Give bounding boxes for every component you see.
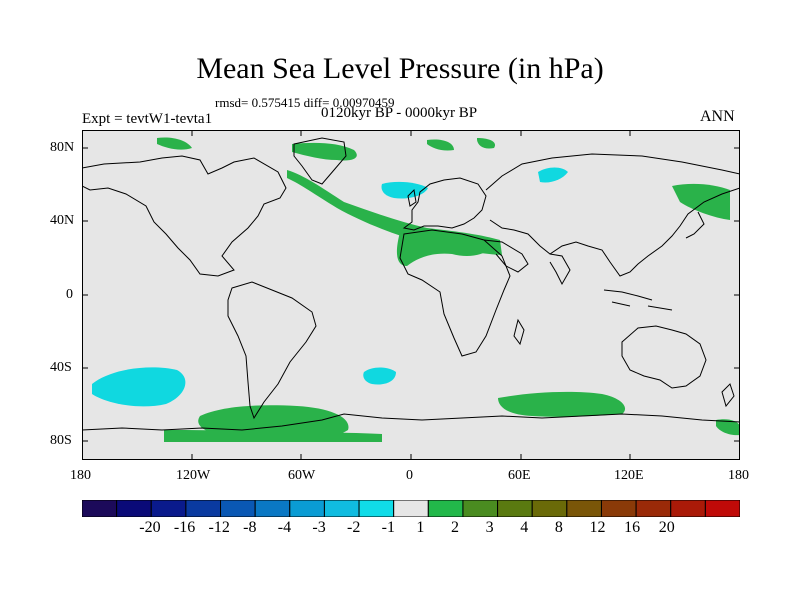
colorbar-swatch: [393, 500, 429, 517]
colorbar-swatch: [150, 500, 187, 517]
colorbar-label: -2: [347, 519, 361, 536]
colorbar-swatch: [254, 500, 291, 517]
colorbar: [82, 500, 740, 517]
colorbar-swatch: [82, 500, 118, 517]
scandinavia-low: [381, 181, 428, 199]
colorbar-swatch: [323, 500, 360, 517]
negative-anomaly-layer: [92, 167, 568, 407]
colorbar-label: -4: [277, 519, 292, 536]
stats-text: rmsd= 0.575415 diff= 0.00970459: [215, 95, 395, 110]
new-zealand-coast: [721, 383, 735, 408]
colorbar-swatch: [220, 500, 256, 517]
plot-title: Mean Sea Level Pressure (in hPa): [196, 52, 604, 85]
antarctica-west: [164, 405, 382, 442]
mediterranean-band: [396, 231, 492, 266]
coastlines: [82, 137, 740, 431]
new-zealand-south: [716, 419, 740, 436]
colorbar-swatch: [531, 500, 568, 517]
colorbar-label: 4: [520, 519, 529, 536]
madagascar-coast: [513, 318, 525, 346]
x-tick-label: 0: [406, 468, 413, 483]
arabia-coast: [483, 239, 529, 273]
y-tick-label: 0: [66, 287, 73, 302]
colorbar-label: -16: [173, 519, 196, 536]
x-tick-label: 180: [70, 468, 91, 483]
colorbar-label: 20: [658, 519, 675, 536]
y-tick-label: 40S: [50, 360, 72, 375]
asia-coast: [485, 153, 740, 277]
colorbar-swatch: [289, 500, 325, 517]
india-coast: [549, 253, 571, 286]
colorbar-label: -3: [312, 519, 326, 536]
y-tick-label: 80S: [50, 433, 72, 448]
colorbar-swatch: [670, 500, 706, 517]
colorbar-swatch: [497, 500, 533, 517]
colorbar-label: -12: [208, 519, 230, 536]
north-pacific-east: [672, 183, 730, 220]
europe-coast: [402, 177, 487, 231]
colorbar-swatch: [600, 500, 637, 517]
x-tick-label: 180: [728, 468, 749, 483]
colorbar-swatch: [185, 500, 222, 517]
y-axis-ticks: [82, 147, 740, 442]
colorbar-label: 16: [624, 519, 641, 536]
indonesia-coast: [603, 289, 673, 311]
y-tick-label: 80N: [50, 140, 75, 155]
y-tick-label: 40N: [50, 213, 75, 228]
x-tick-label: 60W: [288, 468, 316, 483]
colorbar-swatch: [116, 500, 152, 517]
positive-anomaly-layer: [157, 137, 740, 442]
x-tick-label: 120W: [176, 468, 211, 483]
colorbar-label: 1: [416, 519, 425, 536]
barents-low: [538, 167, 568, 183]
x-axis-ticks: [191, 130, 631, 460]
map-background: [82, 130, 740, 460]
colorbar-label: 3: [485, 519, 494, 536]
south-atlantic-low: [363, 367, 396, 385]
colorbar-label: -1: [381, 519, 395, 536]
colorbar-swatch: [635, 500, 672, 517]
colorbar-swatch: [427, 500, 464, 517]
australia-coast: [621, 325, 707, 389]
colorbar-label: 8: [554, 519, 563, 536]
colorbar-swatch: [566, 500, 602, 517]
uk-coast: [407, 188, 417, 207]
africa-coast: [399, 229, 511, 357]
period-text: 0120kyr BP - 0000kyr BP: [321, 105, 478, 121]
south-pacific-low: [92, 367, 186, 407]
x-tick-label: 60E: [508, 468, 531, 483]
colorbar-swatch: [358, 500, 395, 517]
southern-ocean-indian: [498, 391, 626, 417]
antarctica-coast: [82, 413, 740, 431]
season-text: ANN: [700, 108, 735, 125]
x-tick-label: 120E: [614, 468, 644, 483]
colorbar-label: -8: [243, 519, 257, 536]
japan-coast: [685, 211, 705, 239]
south-america-coast: [227, 281, 317, 420]
map-panel: [82, 130, 740, 460]
colorbar-swatch: [704, 500, 740, 517]
experiment-text: Expt = tevtW1-tevta1: [82, 111, 213, 127]
colorbar-label: 2: [450, 519, 459, 536]
north-america-coast: [82, 155, 287, 277]
colorbar-label: -20: [139, 519, 161, 536]
colorbar-label: 12: [589, 519, 606, 536]
greenland-arctic: [157, 137, 496, 161]
greenland-coast: [293, 137, 347, 185]
colorbar-swatch: [462, 500, 499, 517]
